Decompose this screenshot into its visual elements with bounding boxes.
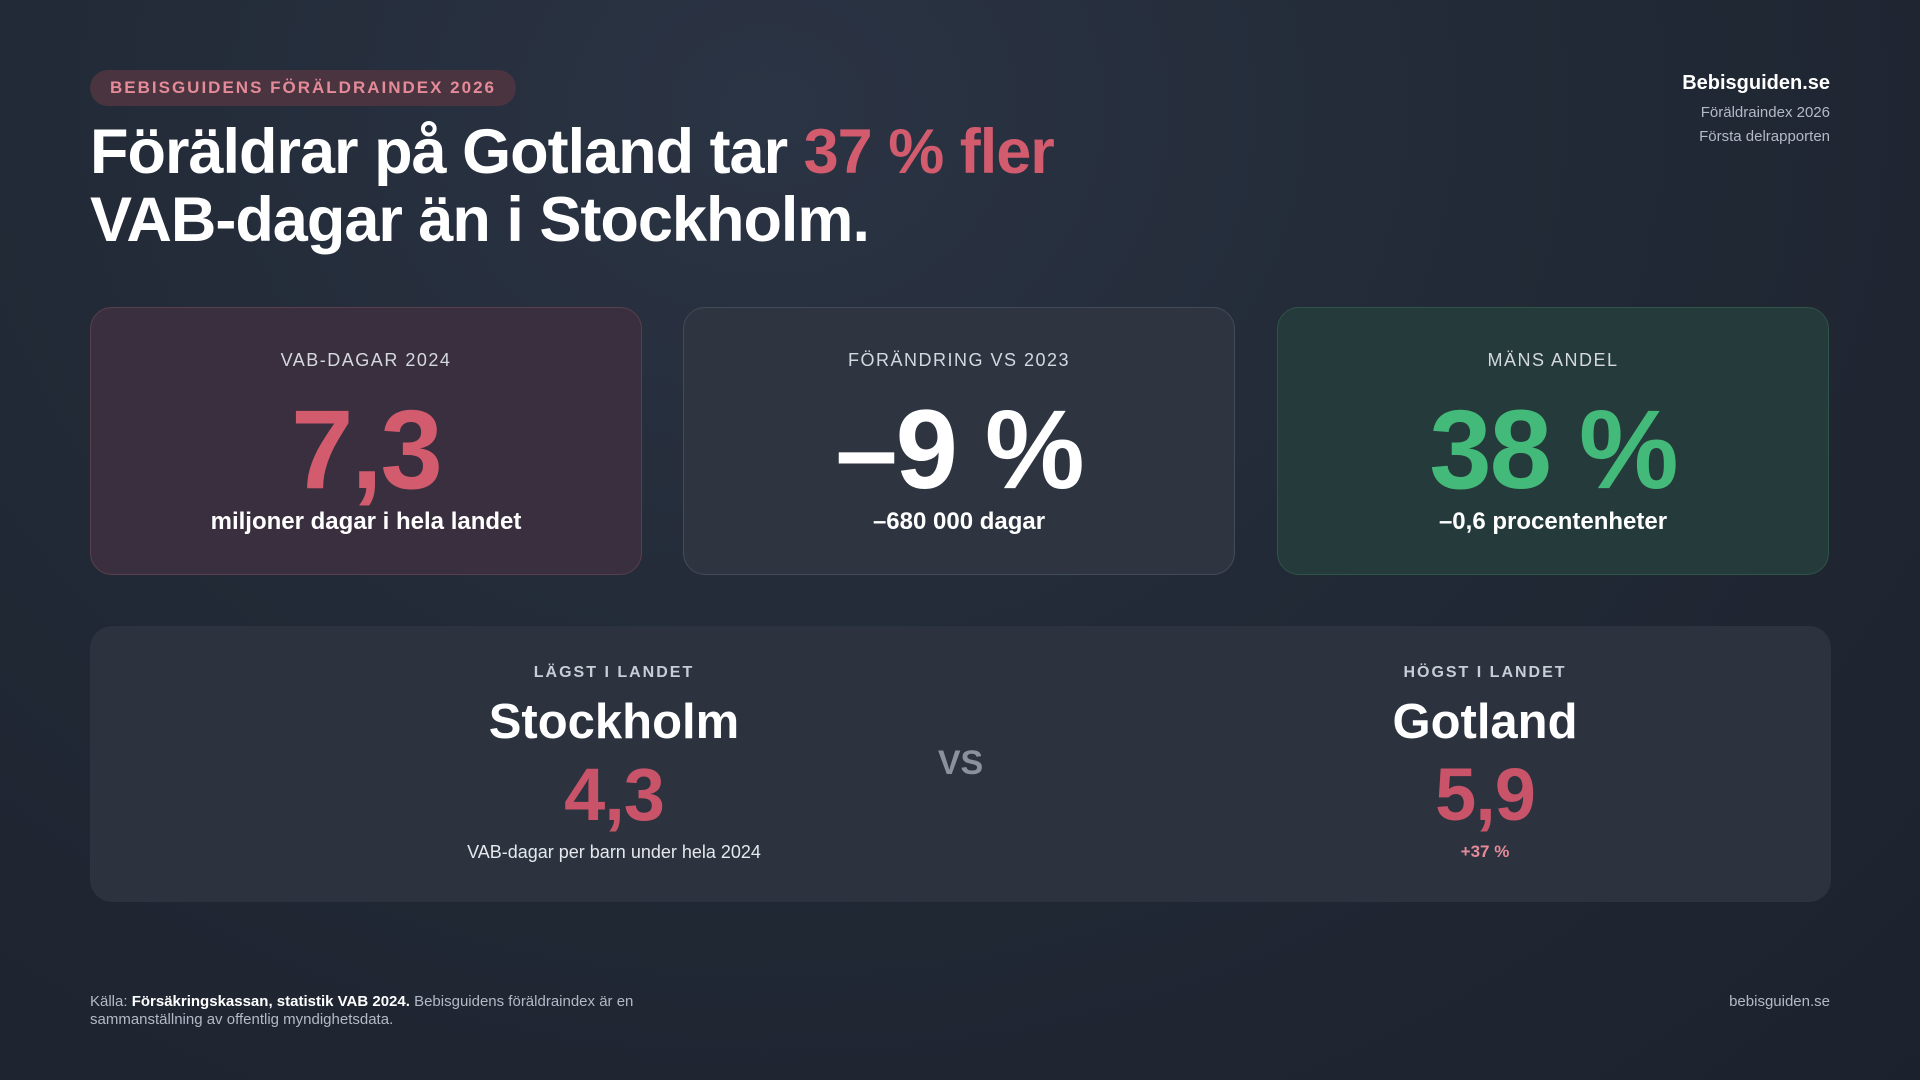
highest-region-name: Gotland [1392, 695, 1578, 749]
highest-region-value: 5,9 [1435, 753, 1536, 836]
highest-region-tag: HÖGST I LANDET [1403, 664, 1567, 681]
headline-accent: 37 % fler [803, 117, 1055, 187]
stat-card-mens-share: MÄNS ANDEL 38 % –0,6 procentenheter [1277, 307, 1829, 575]
brand-subtitle-2: Första delrapporten [1699, 128, 1830, 145]
lowest-region-name: Stockholm [488, 695, 740, 749]
brand-name: Bebisguiden.se [1682, 72, 1830, 94]
stat-card-subtext: –680 000 dagar [872, 508, 1046, 535]
source-description: Bebisguidens föräldraindex är en sammans… [90, 993, 634, 1028]
source-note: Källa: Försäkringskassan, statistik VAB … [90, 993, 730, 1029]
brand-block: Bebisguiden.se Föräldraindex 2026 Första… [1682, 72, 1830, 149]
source-name: Försäkringskassan, statistik VAB 2024. [131, 993, 410, 1010]
footer-site-link[interactable]: bebisguiden.se [1729, 993, 1830, 1010]
highest-region-note: +37 % [1460, 842, 1510, 861]
stat-card-value: 7,3 [291, 387, 443, 512]
highest-region: HÖGST I LANDET Gotland 5,9 +37 % [1235, 626, 1735, 862]
stat-card-subtext: –0,6 procentenheter [1438, 508, 1668, 535]
headline-part2: VAB-dagar än i Stockholm. [90, 185, 870, 255]
stat-card-label: VAB-DAGAR 2024 [280, 350, 452, 370]
headline-part1: Föräldrar på Gotland tar [90, 117, 804, 187]
index-badge: BEBISGUIDENS FÖRÄLDRAINDEX 2026 [90, 70, 517, 106]
stat-card-label: MÄNS ANDEL [1487, 350, 1619, 370]
stat-card-vab-days: VAB-DAGAR 2024 7,3 miljoner dagar i hela… [90, 307, 642, 575]
lowest-region-note: VAB-dagar per barn under hela 2024 [467, 842, 761, 862]
stat-card-value: –9 % [835, 387, 1084, 512]
lowest-region-value: 4,3 [564, 753, 665, 836]
stat-card-subtext: miljoner dagar i hela landet [210, 508, 522, 535]
lowest-region-tag: LÄGST I LANDET [533, 664, 695, 681]
stat-card-label: FÖRÄNDRING VS 2023 [847, 350, 1071, 370]
source-prefix: Källa: [90, 993, 132, 1010]
lowest-region: LÄGST I LANDET Stockholm 4,3 VAB-dagar p… [364, 626, 864, 863]
region-comparison-panel: LÄGST I LANDET Stockholm 4,3 VAB-dagar p… [90, 626, 1831, 902]
vs-label: VS [937, 744, 984, 782]
stat-card-change: FÖRÄNDRING VS 2023 –9 % –680 000 dagar [683, 307, 1235, 575]
stat-card-value: 38 % [1429, 387, 1678, 512]
brand-subtitle-1: Föräldraindex 2026 [1700, 104, 1830, 121]
headline: Föräldrar på Gotland tar 37 % fler VAB-da… [90, 117, 1055, 255]
